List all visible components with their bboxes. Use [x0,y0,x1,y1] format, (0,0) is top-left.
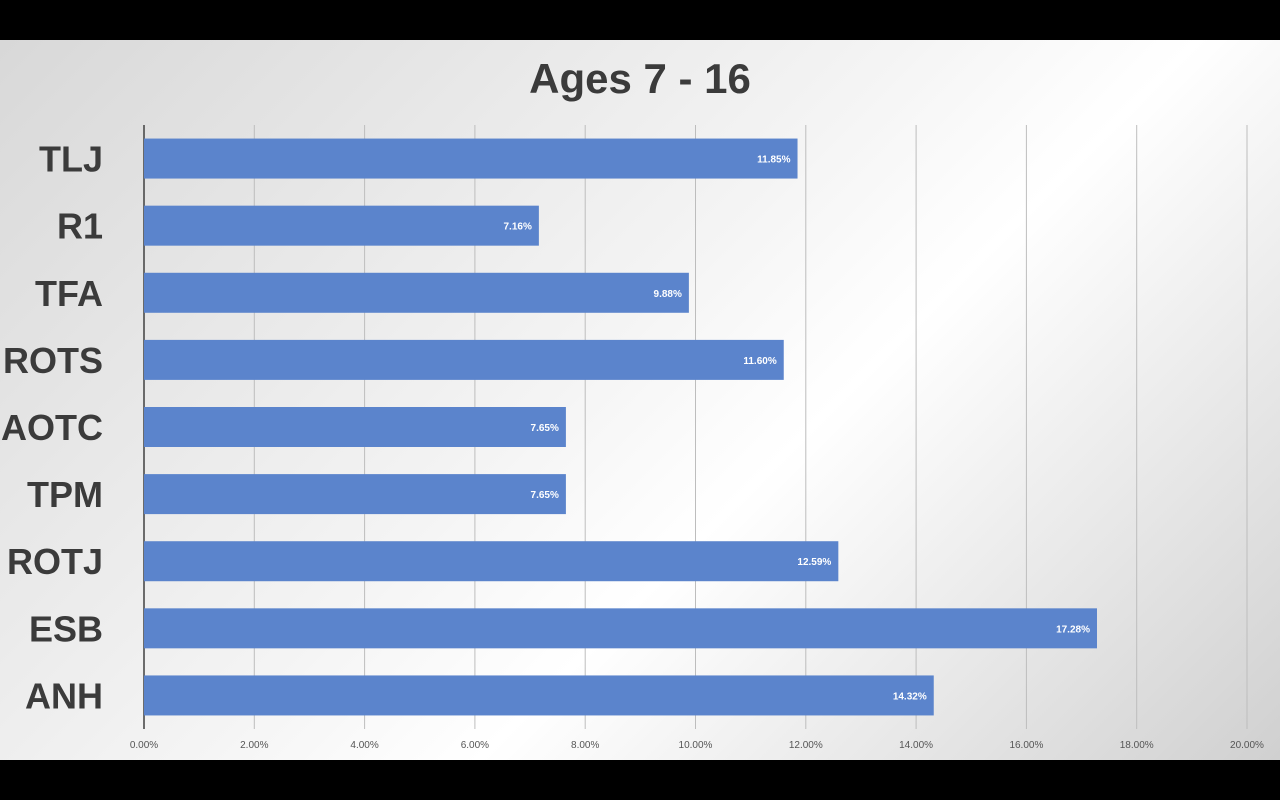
data-label: 9.88% [654,289,682,300]
category-label: AOTC [1,407,103,448]
x-tick-label: 18.00% [1120,740,1154,751]
x-tick-label: 6.00% [461,740,489,751]
data-label: 17.28% [1056,624,1090,635]
bar [144,675,934,716]
category-label: TFA [35,273,103,314]
chart-title: Ages 7 - 16 [529,55,751,102]
x-tick-label: 16.00% [1009,740,1043,751]
data-label: 11.60% [743,356,776,367]
category-label: ROTS [3,340,103,381]
category-label: ANH [25,675,103,716]
category-label: ESB [29,608,103,649]
data-label: 7.16% [504,222,532,233]
bar [144,474,566,515]
category-label: TLJ [39,139,103,180]
data-label: 14.32% [893,691,927,702]
bar [144,138,798,179]
x-tick-label: 2.00% [240,740,268,751]
bar [144,407,566,447]
data-label: 7.65% [531,490,559,501]
x-tick-label: 0.00% [130,740,158,751]
category-label: TPM [27,474,103,515]
x-tick-label: 10.00% [679,740,713,751]
x-tick-label: 4.00% [350,740,378,751]
x-tick-label: 14.00% [899,740,933,751]
data-label: 7.65% [531,423,559,434]
labels: 0.00% 2.00% 4.00% 6.00% 8.00% 10.00% 12.00% 14.… [1,139,1264,751]
x-tick-label: 20.00% [1230,740,1264,751]
bar [144,608,1097,649]
bars [144,138,1097,716]
data-label: 11.85% [757,155,790,166]
x-tick-label: 12.00% [789,740,823,751]
data-label: 12.59% [797,557,831,568]
bar [144,541,839,582]
bar [144,339,784,380]
category-label: ROTJ [7,541,103,582]
bar [144,205,539,246]
category-label: R1 [57,206,103,247]
bar [144,272,689,313]
x-tick-label: 8.00% [571,740,599,751]
